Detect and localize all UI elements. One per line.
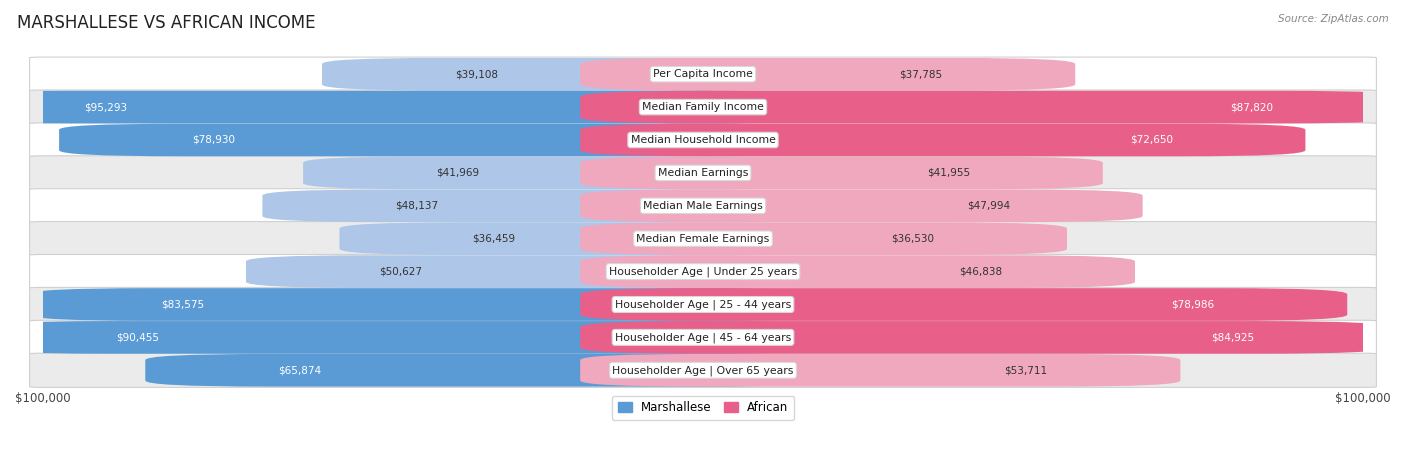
Text: Householder Age | 25 - 44 years: Householder Age | 25 - 44 years bbox=[614, 299, 792, 310]
Text: $72,650: $72,650 bbox=[1130, 135, 1173, 145]
Text: $84,925: $84,925 bbox=[1211, 333, 1254, 342]
FancyBboxPatch shape bbox=[30, 156, 1376, 190]
FancyBboxPatch shape bbox=[304, 156, 825, 189]
Legend: Marshallese, African: Marshallese, African bbox=[612, 396, 794, 420]
FancyBboxPatch shape bbox=[581, 190, 1143, 222]
FancyBboxPatch shape bbox=[30, 57, 1376, 92]
FancyBboxPatch shape bbox=[581, 124, 1305, 156]
FancyBboxPatch shape bbox=[246, 255, 825, 288]
Text: $41,969: $41,969 bbox=[436, 168, 479, 178]
FancyBboxPatch shape bbox=[581, 321, 1386, 354]
FancyBboxPatch shape bbox=[581, 255, 1135, 288]
FancyBboxPatch shape bbox=[339, 222, 825, 255]
Text: $95,293: $95,293 bbox=[84, 102, 127, 112]
FancyBboxPatch shape bbox=[28, 288, 825, 321]
FancyBboxPatch shape bbox=[30, 255, 1376, 289]
FancyBboxPatch shape bbox=[59, 124, 825, 156]
Text: MARSHALLESE VS AFRICAN INCOME: MARSHALLESE VS AFRICAN INCOME bbox=[17, 14, 315, 32]
Text: Per Capita Income: Per Capita Income bbox=[652, 69, 754, 79]
Text: Householder Age | 45 - 64 years: Householder Age | 45 - 64 years bbox=[614, 332, 792, 343]
FancyBboxPatch shape bbox=[581, 58, 1076, 91]
FancyBboxPatch shape bbox=[0, 321, 825, 354]
FancyBboxPatch shape bbox=[30, 189, 1376, 223]
FancyBboxPatch shape bbox=[30, 287, 1376, 322]
FancyBboxPatch shape bbox=[263, 190, 825, 222]
Text: Median Family Income: Median Family Income bbox=[643, 102, 763, 112]
Text: $41,955: $41,955 bbox=[927, 168, 970, 178]
FancyBboxPatch shape bbox=[30, 123, 1376, 157]
FancyBboxPatch shape bbox=[30, 90, 1376, 124]
Text: Householder Age | Under 25 years: Householder Age | Under 25 years bbox=[609, 266, 797, 277]
Text: Median Earnings: Median Earnings bbox=[658, 168, 748, 178]
FancyBboxPatch shape bbox=[0, 91, 825, 123]
Text: $65,874: $65,874 bbox=[278, 365, 321, 375]
Text: $48,137: $48,137 bbox=[395, 201, 439, 211]
FancyBboxPatch shape bbox=[581, 156, 1102, 189]
Text: $36,530: $36,530 bbox=[891, 234, 934, 244]
Text: $36,459: $36,459 bbox=[472, 234, 516, 244]
Text: Median Female Earnings: Median Female Earnings bbox=[637, 234, 769, 244]
FancyBboxPatch shape bbox=[581, 222, 1067, 255]
Text: Median Household Income: Median Household Income bbox=[630, 135, 776, 145]
Text: $46,838: $46,838 bbox=[959, 267, 1002, 276]
Text: Source: ZipAtlas.com: Source: ZipAtlas.com bbox=[1278, 14, 1389, 24]
Text: $78,986: $78,986 bbox=[1171, 299, 1215, 310]
Text: $50,627: $50,627 bbox=[378, 267, 422, 276]
Text: $87,820: $87,820 bbox=[1230, 102, 1272, 112]
FancyBboxPatch shape bbox=[30, 221, 1376, 256]
Text: $53,711: $53,711 bbox=[1004, 365, 1047, 375]
Text: Householder Age | Over 65 years: Householder Age | Over 65 years bbox=[612, 365, 794, 375]
FancyBboxPatch shape bbox=[30, 320, 1376, 354]
FancyBboxPatch shape bbox=[30, 353, 1376, 388]
Text: $90,455: $90,455 bbox=[115, 333, 159, 342]
Text: $83,575: $83,575 bbox=[162, 299, 204, 310]
FancyBboxPatch shape bbox=[581, 354, 1181, 387]
Text: $39,108: $39,108 bbox=[454, 69, 498, 79]
Text: Median Male Earnings: Median Male Earnings bbox=[643, 201, 763, 211]
Text: $37,785: $37,785 bbox=[900, 69, 942, 79]
Text: $47,994: $47,994 bbox=[967, 201, 1010, 211]
Text: $78,930: $78,930 bbox=[191, 135, 235, 145]
FancyBboxPatch shape bbox=[581, 91, 1406, 123]
FancyBboxPatch shape bbox=[145, 354, 825, 387]
FancyBboxPatch shape bbox=[581, 288, 1347, 321]
FancyBboxPatch shape bbox=[322, 58, 825, 91]
